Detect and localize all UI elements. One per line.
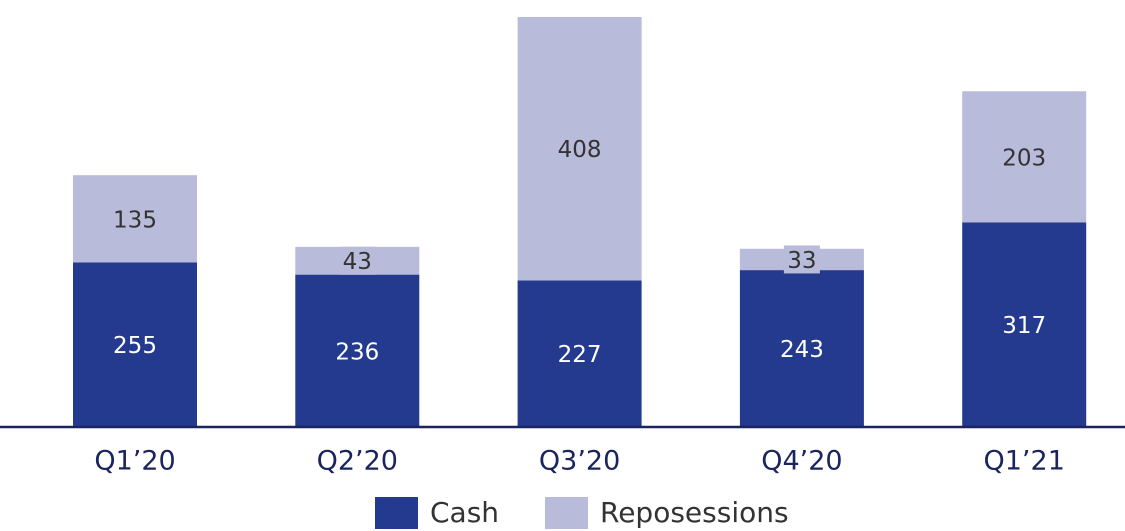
value-label: 243 [780,337,824,363]
x-tick-label: Q2’20 [317,446,398,477]
value-label: 255 [113,333,157,359]
value-label: 203 [1002,145,1046,171]
bar-segment [73,175,197,263]
legend-label: Reposessions [600,496,789,529]
bar-segment [962,222,1087,427]
value-label: 227 [558,342,602,368]
label-box [783,245,820,274]
bar-segment [517,17,642,281]
legend-label: Cash [430,496,499,529]
x-tick-label: Q3’20 [539,446,620,477]
label-box [339,246,376,275]
x-tick-label: Q1’20 [94,446,175,477]
legend-swatch [545,497,588,529]
value-label: 408 [558,137,602,163]
bar-segment [73,262,197,427]
bar-segment [295,274,420,427]
value-label: 43 [343,249,372,275]
value-label: 135 [113,207,157,233]
legend-swatch [375,497,418,529]
x-tick-label: Q4’20 [761,446,842,477]
value-label: 317 [1002,313,1046,339]
value-label: 236 [335,339,379,365]
bar-segment [517,280,642,427]
x-tick-label: Q1’21 [984,446,1065,477]
bar-segment [962,91,1087,223]
value-label: 33 [787,248,816,274]
bar-segment [739,270,864,427]
